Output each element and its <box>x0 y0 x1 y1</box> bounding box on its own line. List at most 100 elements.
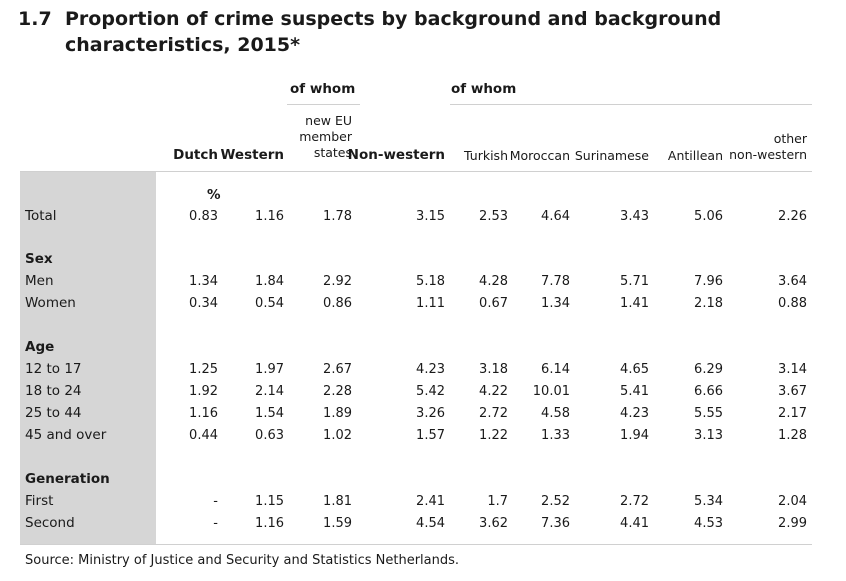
table-cell: 3.67 <box>778 384 807 399</box>
table-cell: 4.64 <box>541 209 570 224</box>
table-cell: 1.16 <box>255 516 284 531</box>
table-cell: 4.65 <box>620 362 649 377</box>
table-cell: 1.16 <box>255 209 284 224</box>
table-cell: 0.54 <box>255 296 284 311</box>
row-label-12-to-17: 12 to 17 <box>25 361 82 377</box>
table-cell: 1.89 <box>323 406 352 421</box>
table-cell: 7.96 <box>694 274 723 289</box>
section-label-generation: Generation <box>25 471 110 487</box>
row-label-women: Women <box>25 295 76 311</box>
table-cell: 4.54 <box>416 516 445 531</box>
table-cell: 3.18 <box>479 362 508 377</box>
table-cell: 0.88 <box>778 296 807 311</box>
table-cell: 7.78 <box>541 274 570 289</box>
footer-rule <box>20 544 812 545</box>
table-cell: 6.66 <box>694 384 723 399</box>
table-cell: 5.71 <box>620 274 649 289</box>
header-rule <box>20 171 812 172</box>
table-cell: 1.94 <box>620 428 649 443</box>
table-cell: 1.57 <box>416 428 445 443</box>
table-cell: 4.22 <box>479 384 508 399</box>
table-cell: 6.29 <box>694 362 723 377</box>
column-header-turkish: Turkish <box>464 148 508 163</box>
table-cell: - <box>213 494 218 509</box>
row-label-men: Men <box>25 273 54 289</box>
row-label-18-to-24: 18 to 24 <box>25 383 82 399</box>
source-note: Source: Ministry of Justice and Security… <box>25 553 460 568</box>
row-label-25-to-44: 25 to 44 <box>25 405 82 421</box>
table-cell: 1.59 <box>323 516 352 531</box>
table-cell: 3.43 <box>620 209 649 224</box>
table-cell: 4.58 <box>541 406 570 421</box>
row-label-45-and-over: 45 and over <box>25 427 107 443</box>
column-header-surinamese: Surinamese <box>574 148 649 163</box>
table-cell: 5.41 <box>620 384 649 399</box>
table-cell: 3.14 <box>778 362 807 377</box>
column-header-new-eu: new EU member states <box>299 113 352 160</box>
of-whom-header-western: of whom <box>290 81 356 97</box>
table-cell: 2.99 <box>778 516 807 531</box>
table-cell: 1.28 <box>778 428 807 443</box>
column-header-nonwestern: Non-western <box>347 147 445 163</box>
table-cell: - <box>213 516 218 531</box>
table-cell: 1.7 <box>487 494 508 509</box>
table-cell: 1.22 <box>479 428 508 443</box>
table-cell: 3.64 <box>778 274 807 289</box>
of-whom-rule-2 <box>450 104 812 105</box>
table-cell: 1.02 <box>323 428 352 443</box>
section-label-age: Age <box>25 339 55 355</box>
row-label-second: Second <box>25 515 75 531</box>
table-cell: 2.53 <box>479 209 508 224</box>
table-cell: 5.06 <box>694 209 723 224</box>
table-cell: 1.34 <box>189 274 218 289</box>
table-cell: 2.28 <box>323 384 352 399</box>
row-label-total: Total <box>25 208 57 224</box>
table-cell: 2.72 <box>479 406 508 421</box>
of-whom-header-nonwestern: of whom <box>451 81 517 97</box>
table-cell: 3.62 <box>479 516 508 531</box>
table-cell: 4.28 <box>479 274 508 289</box>
table-cell: 4.23 <box>416 362 445 377</box>
table-cell: 0.83 <box>189 209 218 224</box>
table-cell: 2.14 <box>255 384 284 399</box>
table-cell: 1.84 <box>255 274 284 289</box>
table-cell: 3.15 <box>416 209 445 224</box>
table-cell: 1.92 <box>189 384 218 399</box>
table-cell: 2.26 <box>778 209 807 224</box>
row-label-first: First <box>25 493 54 509</box>
table-cell: 2.92 <box>323 274 352 289</box>
table-cell: 1.81 <box>323 494 352 509</box>
table-cell: 1.33 <box>541 428 570 443</box>
table-cell: 0.63 <box>255 428 284 443</box>
table-cell: 0.44 <box>189 428 218 443</box>
section-label-sex: Sex <box>25 251 53 267</box>
column-header-antillean: Antillean <box>667 148 723 163</box>
table-cell: 0.67 <box>479 296 508 311</box>
table-cell: 2.17 <box>778 406 807 421</box>
column-header-other-nonwestern: other non-western <box>729 131 807 162</box>
table-cell: 2.52 <box>541 494 570 509</box>
table-cell: 10.01 <box>532 384 570 399</box>
table-cell: 1.25 <box>189 362 218 377</box>
column-header-moroccan: Moroccan <box>509 148 570 163</box>
unit-label: % <box>207 187 221 203</box>
table-cell: 5.34 <box>694 494 723 509</box>
table-cell: 2.72 <box>620 494 649 509</box>
table-cell: 2.67 <box>323 362 352 377</box>
table-cell: 4.41 <box>620 516 649 531</box>
table-cell: 7.36 <box>541 516 570 531</box>
table-cell: 2.18 <box>694 296 723 311</box>
table-cell: 2.04 <box>778 494 807 509</box>
table-cell: 1.34 <box>541 296 570 311</box>
table-cell: 2.41 <box>416 494 445 509</box>
table-cell: 0.86 <box>323 296 352 311</box>
table-cell: 5.42 <box>416 384 445 399</box>
table-cell: 5.55 <box>694 406 723 421</box>
table-title-text: Proportion of crime suspects by backgrou… <box>65 8 722 56</box>
table-cell: 1.41 <box>620 296 649 311</box>
of-whom-rule-1 <box>287 104 360 105</box>
table-cell: 1.78 <box>323 209 352 224</box>
table-cell: 1.54 <box>255 406 284 421</box>
table-cell: 6.14 <box>541 362 570 377</box>
table-cell: 3.26 <box>416 406 445 421</box>
